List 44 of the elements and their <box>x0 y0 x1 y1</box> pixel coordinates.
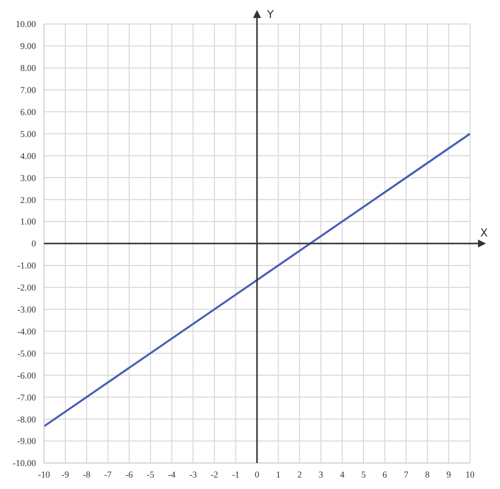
y-tick-label: -7.00 <box>17 392 36 402</box>
y-tick-label: 3.00 <box>20 172 36 183</box>
x-tick-label: 9 <box>446 469 452 480</box>
y-tick-label: 9.00 <box>20 41 36 52</box>
y-tick-label: -10.00 <box>12 458 36 468</box>
y-tick-label: -6.00 <box>17 370 36 380</box>
x-tick-label: 4 <box>340 469 345 480</box>
x-tick-label: 10 <box>466 469 475 480</box>
x-tick-label: 5 <box>361 469 366 480</box>
x-tick-label: 1 <box>276 469 281 480</box>
x-tick-label: 3 <box>318 469 324 480</box>
x-tick-label: 6 <box>382 469 388 480</box>
y-tick-label: 6.00 <box>20 106 36 117</box>
x-tick-label: 2 <box>297 469 302 480</box>
y-tick-label: 8.00 <box>20 63 36 74</box>
y-tick-label: -5.00 <box>17 348 36 358</box>
x-tick-label: -2 <box>210 469 218 480</box>
y-tick-label: -9.00 <box>17 436 36 446</box>
x-tick-label: -7 <box>104 469 112 480</box>
x-tick-label: 8 <box>425 469 430 480</box>
y-tick-label: 0 <box>32 238 36 249</box>
x-tick-label: -4 <box>168 469 176 480</box>
x-tick-label: 0 <box>254 469 260 480</box>
x-tick-label: -1 <box>232 469 240 480</box>
y-tick-label: 1.00 <box>20 216 36 227</box>
x-tick-label: -8 <box>82 469 91 480</box>
y-axis-title: Y <box>266 8 274 21</box>
x-tick-label: -10 <box>38 469 50 480</box>
y-tick-label: -1.00 <box>17 260 36 271</box>
y-tick-label: 7.00 <box>20 85 36 96</box>
x-tick-label: -9 <box>62 469 70 480</box>
y-tick-label: -2.00 <box>17 282 36 293</box>
y-tick-label: 2.00 <box>20 194 36 205</box>
y-tick-label: 5.00 <box>20 128 36 139</box>
y-tick-label: 4.00 <box>20 150 36 161</box>
x-axis-title: X <box>480 226 488 240</box>
x-tick-label: 7 <box>404 469 409 480</box>
y-tick-label: -8.00 <box>17 414 36 424</box>
y-tick-label: -4.00 <box>17 326 36 336</box>
x-tick-label: -6 <box>125 469 134 480</box>
y-tick-label: -3.00 <box>17 304 36 315</box>
x-tick-label: -5 <box>146 469 155 480</box>
x-tick-label: -3 <box>189 469 198 480</box>
y-tick-label: 10.00 <box>16 19 36 30</box>
